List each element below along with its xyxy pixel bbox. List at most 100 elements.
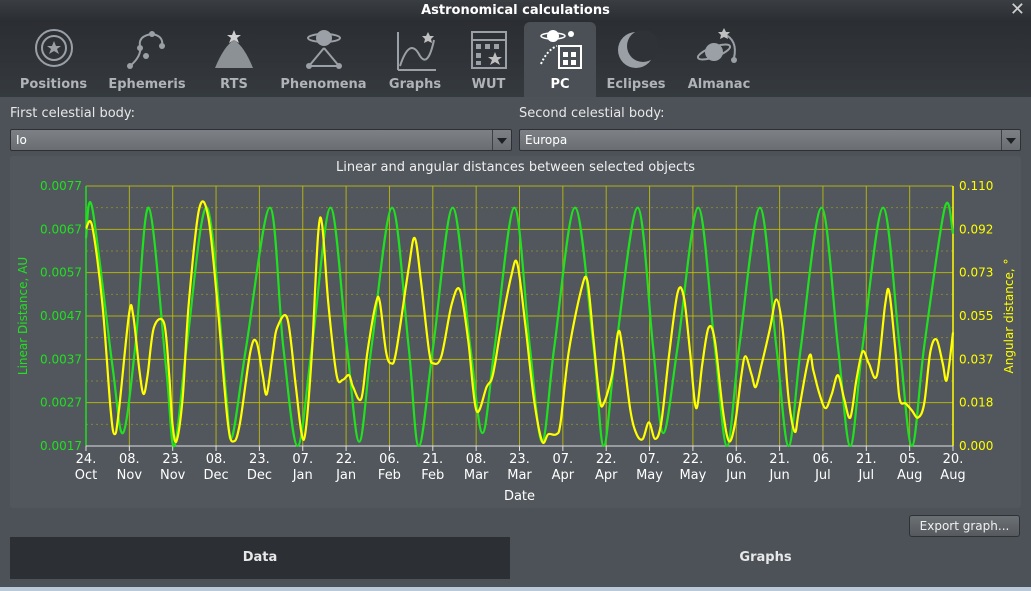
window-title: Astronomical calculations — [421, 3, 610, 18]
y-left-tick-label: 0.0017 — [40, 439, 82, 453]
tab-label: PC — [550, 77, 570, 92]
chart-panel — [10, 156, 1021, 508]
x-tick-label-day: 07. — [292, 452, 313, 467]
tab-label: Graphs — [388, 77, 442, 92]
y-right-tick-label: 0.037 — [959, 352, 993, 366]
tab-eclipses[interactable]: Eclipses — [602, 22, 670, 97]
x-tick-label-day: 22. — [596, 452, 617, 467]
first-body-label: First celestial body: — [10, 106, 136, 121]
tab-graphs[interactable]: Graphs — [384, 22, 446, 97]
chart-title: Linear and angular distances between sel… — [335, 160, 696, 175]
tab-data[interactable]: Data — [10, 537, 510, 579]
tab-label: Phenomena — [280, 77, 367, 92]
y-right-tick-label: 0.055 — [959, 309, 993, 323]
x-tick-label-month: Dec — [203, 468, 228, 483]
x-tick-label-month: Nov — [160, 468, 186, 483]
x-tick-label-month: Mar — [464, 468, 489, 483]
second-body-value: Europa — [525, 133, 568, 147]
tab-almanac[interactable]: Almanac — [680, 22, 758, 97]
x-tick-label-month: Oct — [75, 468, 97, 483]
x-tick-label-month: Nov — [117, 468, 143, 483]
x-axis-title: Date — [504, 489, 535, 504]
y-right-tick-label: 0.000 — [959, 439, 993, 453]
angular-distance-line — [84, 200, 955, 444]
x-tick-label-month: Jul — [814, 468, 831, 483]
bottom-tab-bar: Data Graphs — [10, 537, 1021, 579]
x-tick-label-day: 21. — [422, 452, 443, 467]
y-right-tick-label: 0.018 — [959, 396, 993, 410]
x-tick-label-day: 20. — [943, 452, 964, 467]
window-bottom-edge — [0, 587, 1031, 591]
x-tick-label-month: Jun — [768, 468, 789, 483]
tab-pc[interactable]: PC — [524, 22, 596, 97]
x-tick-label-day: 06. — [813, 452, 834, 467]
y-left-tick-label: 0.0047 — [40, 309, 82, 323]
tab-label: Almanac — [687, 77, 751, 92]
y-left-tick-label: 0.0027 — [40, 396, 82, 410]
tab-positions[interactable]: Positions — [16, 22, 91, 97]
y-left-axis-title: Linear Distance, AU — [16, 257, 30, 375]
export-graph-button[interactable]: Export graph... — [909, 515, 1020, 537]
chevron-down-icon[interactable] — [1001, 130, 1020, 150]
positions-icon — [34, 29, 73, 67]
x-tick-label-day: 08. — [119, 452, 140, 467]
tab-rts[interactable]: RTS — [203, 22, 265, 97]
y-right-tick-label: 0.092 — [959, 222, 993, 236]
x-tick-label-day: 06. — [379, 452, 400, 467]
x-tick-label-day: 24. — [76, 452, 97, 467]
chevron-down-icon[interactable] — [492, 130, 511, 150]
x-tick-label-month: Dec — [247, 468, 272, 483]
x-tick-label-day: 21. — [856, 452, 877, 467]
x-tick-label-day: 05. — [899, 452, 920, 467]
pc-icon — [540, 30, 582, 69]
y-right-tick-label: 0.110 — [959, 179, 993, 193]
y-right-tick-label: 0.073 — [959, 266, 993, 280]
y-right-axis-title: Angular distance, ° — [1002, 259, 1016, 374]
window-titlebar: Astronomical calculations ✕ — [0, 0, 1031, 22]
first-body-value: Io — [16, 133, 27, 147]
x-tick-label-month: Mar — [507, 468, 532, 483]
x-tick-label-day: 22. — [683, 452, 704, 467]
phenomena-icon — [305, 30, 342, 69]
wut-icon — [470, 31, 507, 69]
x-tick-label-day: 08. — [466, 452, 487, 467]
tab-phenomena[interactable]: Phenomena — [276, 22, 371, 97]
x-tick-label-month: Feb — [378, 468, 401, 483]
y-left-tick-label: 0.0067 — [40, 222, 82, 236]
x-tick-label-month: Jan — [292, 468, 313, 483]
first-body-select[interactable]: Io — [10, 129, 512, 151]
eclipses-icon — [618, 30, 659, 68]
x-tick-label-day: 23. — [162, 452, 183, 467]
y-left-tick-label: 0.0037 — [40, 352, 82, 366]
y-left-tick-label: 0.0057 — [40, 266, 82, 280]
x-tick-label-month: Jun — [725, 468, 746, 483]
x-tick-label-month: May — [679, 468, 706, 483]
almanac-icon — [696, 28, 737, 63]
x-tick-label-month: Aug — [897, 468, 922, 483]
tab-wut[interactable]: WUT — [461, 22, 516, 97]
x-tick-label-day: 21. — [769, 452, 790, 467]
x-tick-label-day: 07. — [553, 452, 574, 467]
ephemeris-icon — [127, 31, 165, 69]
x-tick-label-day: 23. — [249, 452, 270, 467]
tab-label: WUT — [471, 77, 506, 92]
tab-label: Positions — [19, 77, 88, 92]
tab-label: RTS — [220, 77, 248, 92]
x-tick-label-day: 07. — [639, 452, 660, 467]
rts-icon — [215, 30, 253, 68]
x-tick-label-day: 23. — [509, 452, 530, 467]
x-tick-label-day: 06. — [726, 452, 747, 467]
close-icon[interactable]: ✕ — [1009, 0, 1025, 20]
tab-graphs-view[interactable]: Graphs — [510, 537, 1021, 579]
x-tick-label-month: Apr — [552, 468, 575, 483]
second-body-select[interactable]: Europa — [519, 129, 1021, 151]
tab-label: Ephemeris — [108, 77, 186, 92]
x-tick-label-month: Jul — [857, 468, 874, 483]
x-tick-label-day: 22. — [336, 452, 357, 467]
tab-bar: Positions Ephemeris RTS Phenomena — [0, 22, 1031, 97]
x-tick-label-month: Feb — [421, 468, 444, 483]
x-tick-label-day: 08. — [206, 452, 227, 467]
x-tick-label-month: Aug — [940, 468, 965, 483]
tab-ephemeris[interactable]: Ephemeris — [104, 22, 190, 97]
